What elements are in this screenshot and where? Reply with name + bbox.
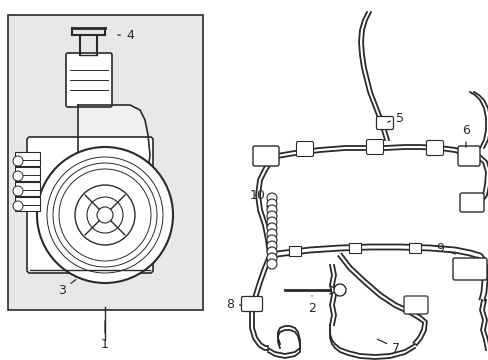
Circle shape xyxy=(13,201,23,211)
Circle shape xyxy=(87,197,123,233)
FancyBboxPatch shape xyxy=(457,146,479,166)
Text: 10: 10 xyxy=(249,189,267,208)
Bar xyxy=(15,152,40,166)
Circle shape xyxy=(266,205,276,215)
Text: 9: 9 xyxy=(435,242,454,255)
FancyBboxPatch shape xyxy=(426,140,443,156)
Text: 6: 6 xyxy=(461,123,469,147)
Text: 4: 4 xyxy=(118,28,134,41)
Text: 1: 1 xyxy=(101,321,109,351)
Text: 7: 7 xyxy=(377,339,399,355)
Text: 3: 3 xyxy=(58,280,76,297)
Circle shape xyxy=(333,284,346,296)
Circle shape xyxy=(266,223,276,233)
FancyBboxPatch shape xyxy=(241,297,262,311)
FancyBboxPatch shape xyxy=(366,140,383,154)
Circle shape xyxy=(266,211,276,221)
Bar xyxy=(8,15,203,310)
FancyBboxPatch shape xyxy=(27,137,153,273)
Circle shape xyxy=(75,185,135,245)
Circle shape xyxy=(97,207,113,223)
Text: 2: 2 xyxy=(307,296,315,315)
Circle shape xyxy=(266,259,276,269)
Circle shape xyxy=(266,193,276,203)
FancyBboxPatch shape xyxy=(459,193,483,212)
Circle shape xyxy=(266,229,276,239)
Circle shape xyxy=(266,247,276,257)
FancyBboxPatch shape xyxy=(376,117,393,130)
Bar xyxy=(15,167,40,181)
Circle shape xyxy=(266,235,276,245)
Text: 5: 5 xyxy=(387,112,403,125)
Text: 8: 8 xyxy=(225,298,241,311)
Bar xyxy=(348,243,360,253)
Circle shape xyxy=(266,199,276,209)
Circle shape xyxy=(266,217,276,227)
FancyBboxPatch shape xyxy=(452,258,486,280)
Circle shape xyxy=(266,253,276,263)
FancyBboxPatch shape xyxy=(403,296,427,314)
Bar xyxy=(15,197,40,211)
Circle shape xyxy=(37,147,173,283)
Bar xyxy=(288,246,301,256)
Circle shape xyxy=(13,186,23,196)
Bar xyxy=(408,243,420,253)
Polygon shape xyxy=(78,105,150,200)
Bar xyxy=(15,182,40,196)
FancyBboxPatch shape xyxy=(252,146,279,166)
Circle shape xyxy=(266,241,276,251)
FancyBboxPatch shape xyxy=(296,141,313,157)
Circle shape xyxy=(13,156,23,166)
FancyBboxPatch shape xyxy=(66,53,112,107)
Circle shape xyxy=(13,171,23,181)
